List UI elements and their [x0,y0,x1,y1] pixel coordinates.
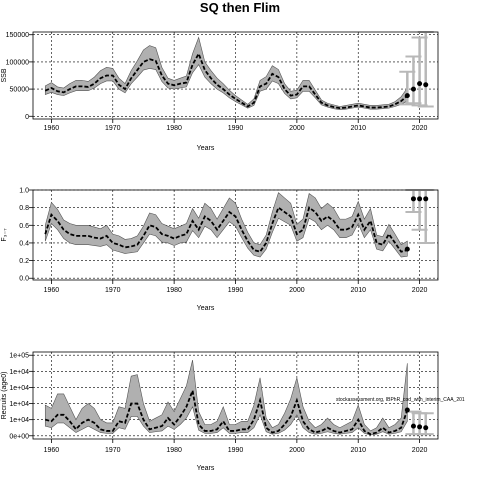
x-tick-label: 2000 [289,287,305,294]
last-estimate-point [404,246,410,252]
x-tick-label: 1980 [166,447,182,454]
figure-title: SQ then Flim [199,0,281,15]
x-tick-label: 1990 [228,287,244,294]
forecast-point [417,196,423,202]
x-tick-label: 1970 [105,125,121,132]
x-axis-label: Years [197,465,215,472]
y-tick-label: 0.2 [19,258,29,265]
y-tick-label: 1e+04 [9,369,29,376]
x-tick-label: 1980 [166,287,182,294]
x-tick-label: 1960 [44,447,60,454]
forecast-point [417,81,423,87]
y-tick-label: 1e+05 [9,353,29,360]
x-tick-label: 2020 [412,287,428,294]
y-tick-label: 100000 [6,59,29,66]
x-tick-label: 1970 [105,287,121,294]
plot-frame [32,31,439,120]
x-axis-label: Years [197,305,215,312]
plot-frame [32,189,439,281]
x-tick-label: 1980 [166,125,182,132]
source-annotation: stockassessment.org, IBPhR_cod_with_inte… [336,397,465,403]
y-tick-label: 1.0 [19,188,29,195]
x-tick-label: 1960 [44,287,60,294]
last-estimate-point [404,93,410,99]
y-axis-label: Recruits (age0) [1,372,8,420]
plot-frame [32,351,439,440]
y-tick-label: 50000 [10,87,30,94]
y-tick-label: 0.0 [19,276,29,283]
forecast-point [417,424,423,430]
forecast-point [423,196,429,202]
x-tick-label: 2000 [289,447,305,454]
y-axis-label: SSB [1,68,8,82]
estimate-line [44,206,408,253]
y-tick-label: 0.4 [19,240,29,247]
x-tick-label: 1970 [105,447,121,454]
y-tick-label: 1e+04 [9,385,29,392]
y-tick-label: 0.8 [19,205,29,212]
y-tick-label: 0.6 [19,223,29,230]
x-tick-label: 2000 [289,125,305,132]
confidence-band [44,192,408,258]
y-tick-label: 1e+04 [9,401,29,408]
x-tick-label: 2020 [412,447,428,454]
x-tick-label: 2010 [350,287,366,294]
forecast-point [423,82,429,88]
x-tick-label: 1960 [44,125,60,132]
x-tick-label: 2020 [412,125,428,132]
confidence-band [44,359,408,436]
confidence-band [44,36,408,111]
x-tick-label: 1990 [228,125,244,132]
y-tick-label: 0e+00 [9,433,29,440]
x-tick-label: 2010 [350,447,366,454]
y-tick-label: 0 [25,114,29,121]
x-tick-label: 1990 [228,447,244,454]
last-estimate-point [404,407,410,413]
y-axis-label: F₃₋₇ [1,228,8,242]
forecast-point [410,196,416,202]
forecast-point [410,423,416,429]
estimate-line [45,387,409,436]
estimate-line [44,51,408,110]
y-tick-label: 1e+04 [9,417,29,424]
forecast-point [423,425,429,431]
y-tick-label: 150000 [6,32,29,39]
forecast-point [410,86,416,92]
x-axis-label: Years [197,145,215,152]
x-tick-label: 2010 [350,125,366,132]
